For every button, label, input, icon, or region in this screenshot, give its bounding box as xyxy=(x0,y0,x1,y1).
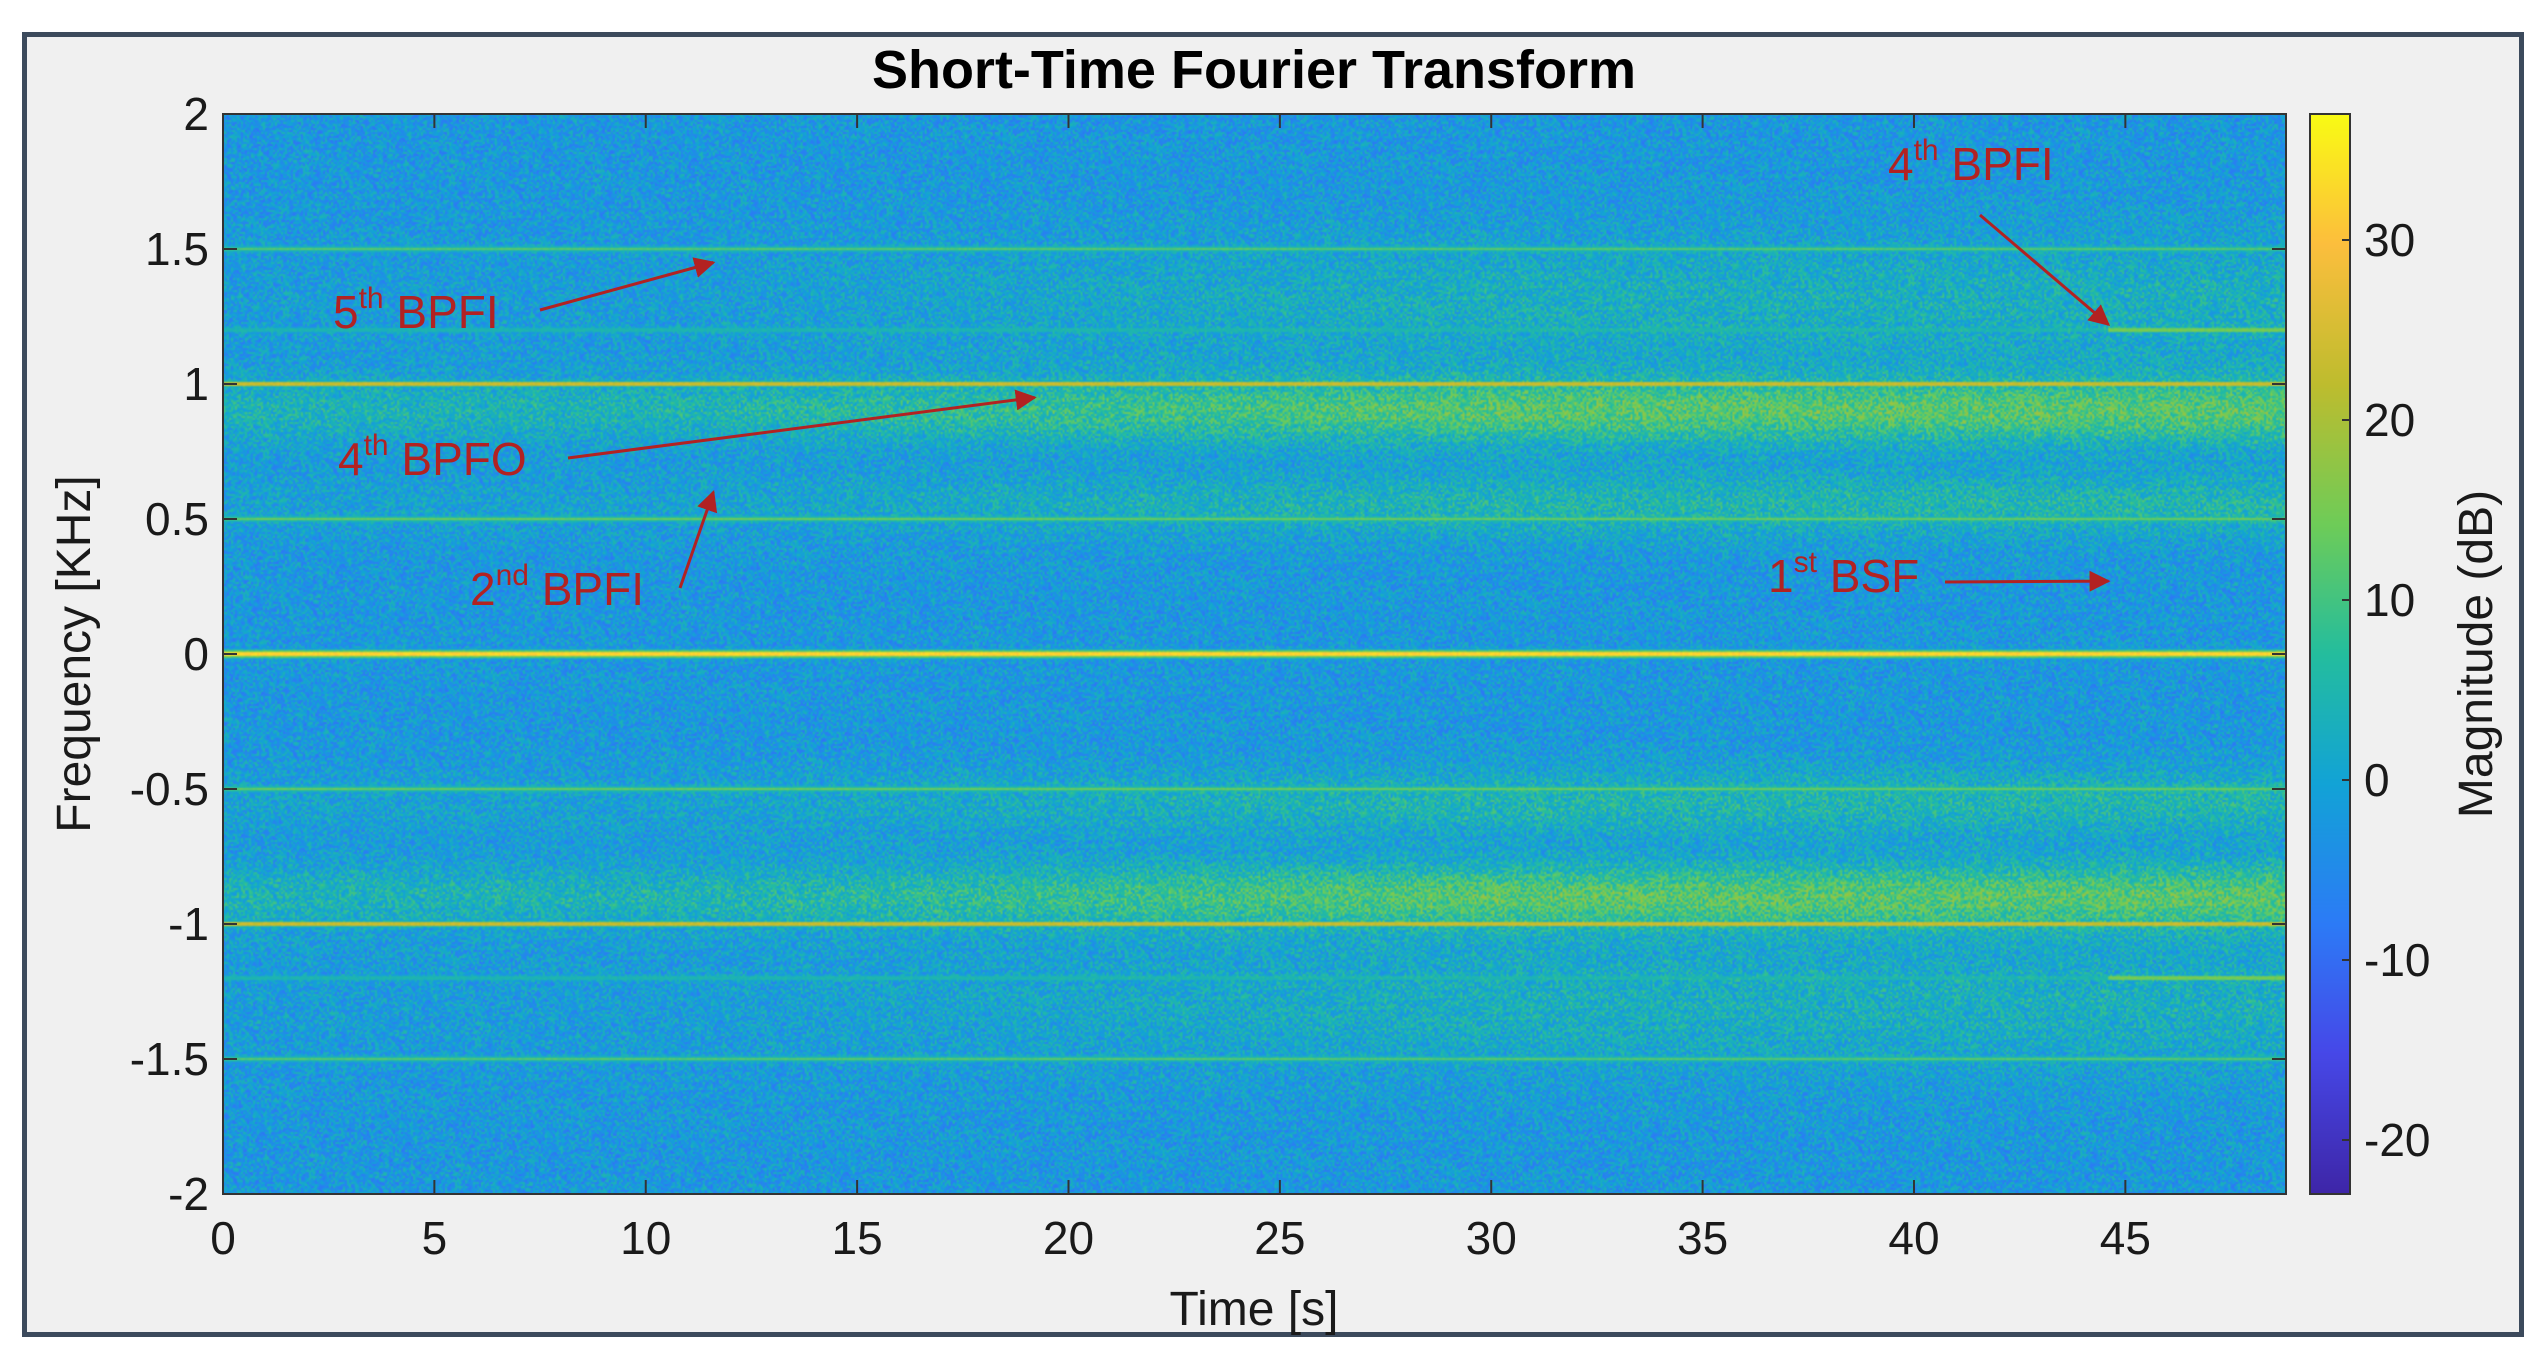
x-tick-label: 25 xyxy=(1254,1212,1305,1264)
y-tick-label: -2 xyxy=(168,1168,209,1220)
y-tick-label: -1 xyxy=(168,898,209,950)
x-tick-label: 10 xyxy=(620,1212,671,1264)
colorbar-gradient xyxy=(2310,114,2350,1194)
y-tick-label: 2 xyxy=(183,88,209,140)
colorbar-tick-label: 30 xyxy=(2364,214,2415,266)
colorbar-tick-label: 20 xyxy=(2364,394,2415,446)
annotations: 5th BPFI 4th BPFO 2nd BPFI 4th BPFI 1st BSF xyxy=(333,134,2111,615)
annotation-label: 1st BSF xyxy=(1768,546,1919,602)
x-tick-label: 40 xyxy=(1888,1212,1939,1264)
x-tick-label: 0 xyxy=(210,1212,236,1264)
x-axis-ticks: 0 5 10 15 20 25 30 35 40 45 xyxy=(210,114,2151,1264)
annotation-label: 5th BPFI xyxy=(333,282,499,338)
x-tick-label: 20 xyxy=(1043,1212,1094,1264)
plot-area-border xyxy=(222,113,2287,1195)
colorbar-tick-label: -10 xyxy=(2364,934,2430,986)
x-tick-label: 5 xyxy=(422,1212,448,1264)
annotation-arrow xyxy=(1944,570,2111,592)
y-tick-label: 0.5 xyxy=(145,493,209,545)
y-tick-label: -1.5 xyxy=(130,1033,209,1085)
annotation-arrow xyxy=(539,257,716,312)
colorbar-label: Magnitude (dB) xyxy=(2450,490,2503,818)
y-tick-label: 1.5 xyxy=(145,223,209,275)
y-tick-label: 0 xyxy=(183,628,209,680)
annotation-arrow xyxy=(1979,213,2111,326)
annotation-label: 2nd BPFI xyxy=(470,559,644,615)
annotation-label: 4th BPFI xyxy=(1888,134,2054,190)
annotation-label: 4th BPFO xyxy=(338,429,527,485)
annotation-arrow xyxy=(567,389,1037,460)
colorbar-ticks: 30 20 10 0 -10 -20 xyxy=(2342,214,2430,1166)
colorbar-tick-label: 10 xyxy=(2364,574,2415,626)
y-tick-label: 1 xyxy=(183,358,209,410)
x-tick-label: 45 xyxy=(2100,1212,2151,1264)
x-axis-label: Time [s] xyxy=(1170,1283,1339,1336)
y-tick-label: -0.5 xyxy=(130,763,209,815)
colorbar-border xyxy=(2309,113,2351,1195)
x-tick-label: 15 xyxy=(832,1212,883,1264)
chart-title: Short-Time Fourier Transform xyxy=(872,40,1636,100)
spectrogram-heatmap xyxy=(223,114,2286,1194)
y-axis-label: Frequency [KHz] xyxy=(48,475,101,832)
x-tick-label: 30 xyxy=(1466,1212,1517,1264)
colorbar-tick-label: 0 xyxy=(2364,754,2390,806)
x-tick-label: 35 xyxy=(1677,1212,1728,1264)
colorbar-tick-label: -20 xyxy=(2364,1114,2430,1166)
annotation-arrow xyxy=(678,490,718,589)
y-axis-ticks: 2 1.5 1 0.5 0 -0.5 -1 -1.5 -2 xyxy=(130,88,2286,1220)
